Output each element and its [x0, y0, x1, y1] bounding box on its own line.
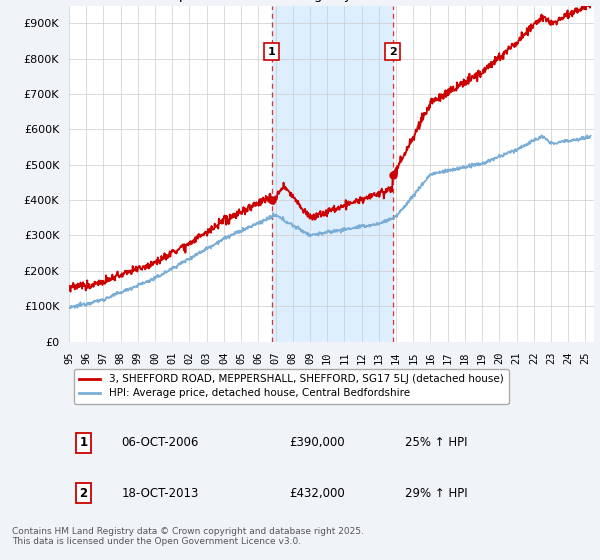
Text: 2: 2 — [79, 487, 88, 500]
Text: 18-OCT-2013: 18-OCT-2013 — [121, 487, 199, 500]
Bar — [272, 6, 392, 342]
Text: £390,000: £390,000 — [290, 436, 345, 449]
Text: 06-OCT-2006: 06-OCT-2006 — [121, 436, 199, 449]
Text: Contains HM Land Registry data © Crown copyright and database right 2025.
This d: Contains HM Land Registry data © Crown c… — [12, 526, 364, 546]
Text: £432,000: £432,000 — [290, 487, 345, 500]
Title: 3, SHEFFORD ROAD, MEPPERSHALL, SHEFFORD, SG17 5LJ
Price paid vs. HM Land Registr: 3, SHEFFORD ROAD, MEPPERSHALL, SHEFFORD,… — [140, 0, 523, 2]
Text: 1: 1 — [79, 436, 88, 449]
Text: 2: 2 — [389, 46, 397, 57]
Text: 29% ↑ HPI: 29% ↑ HPI — [405, 487, 467, 500]
Legend: 3, SHEFFORD ROAD, MEPPERSHALL, SHEFFORD, SG17 5LJ (detached house), HPI: Average: 3, SHEFFORD ROAD, MEPPERSHALL, SHEFFORD,… — [74, 369, 509, 404]
Text: 25% ↑ HPI: 25% ↑ HPI — [405, 436, 467, 449]
Text: 1: 1 — [268, 46, 275, 57]
